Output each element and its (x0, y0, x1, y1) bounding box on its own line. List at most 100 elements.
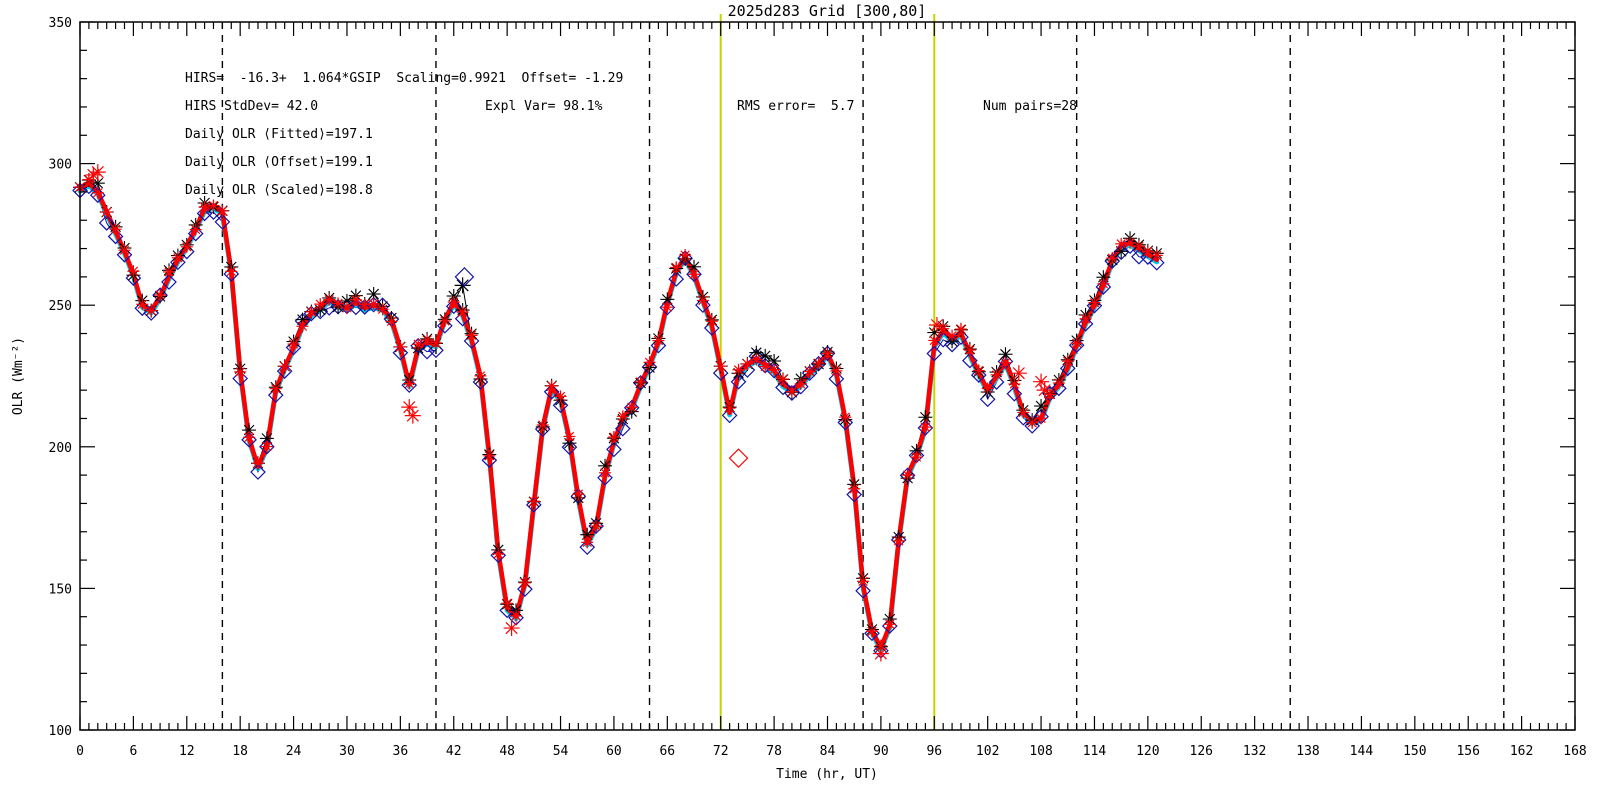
gsip-diamond-marker (828, 371, 845, 387)
gsip-diamond-marker (962, 352, 978, 369)
gsip-diamond-marker (917, 420, 934, 436)
fitted-asterisk-marker (127, 265, 140, 278)
fitted-asterisk-marker (536, 419, 549, 432)
fitted-asterisk-marker (901, 469, 914, 482)
data-series-lines (77, 179, 1160, 653)
fitted-asterisk-marker (616, 410, 629, 423)
gsip-diamond-marker (1006, 385, 1023, 402)
gsip-diamond-marker (739, 362, 756, 378)
gsip-diamond-marker (445, 298, 462, 315)
gsip-diamond-marker (98, 215, 115, 231)
gsip-diamond-marker (766, 362, 782, 379)
hirs-asterisk-marker (1034, 399, 1049, 414)
fitted-asterisk-marker (839, 411, 852, 424)
fitted-asterisk-marker (714, 360, 727, 373)
annotation-rms-error: RMS error= 5.7 (737, 99, 854, 114)
fitted-asterisk-marker (340, 301, 353, 314)
fitted-asterisk-marker (527, 495, 540, 508)
fitted-asterisk-marker (136, 298, 149, 311)
hirs-observed-line (79, 179, 1158, 648)
gsip-diamond-marker (926, 345, 943, 362)
gsip-diamond-marker (1051, 380, 1067, 397)
fitted-asterisk-marker (883, 618, 896, 631)
fitted-asterisk-marker (349, 293, 362, 306)
fitted-asterisk-marker (688, 268, 701, 281)
gsip-diamond-marker (267, 387, 284, 403)
x-tick-label: 84 (820, 744, 836, 759)
gsip-diamond-marker (259, 438, 275, 455)
fitted-asterisk-marker (198, 200, 211, 213)
gsip-diamond-marker (703, 320, 720, 336)
gsip-diamond-marker (419, 343, 435, 360)
fitted-asterisk-marker (670, 261, 683, 274)
gsip-diamond-marker (472, 374, 489, 390)
fitted-asterisk-marker (634, 375, 647, 388)
x-tick-label: 114 (1083, 744, 1107, 759)
fitted-asterisk-marker (1026, 416, 1039, 429)
x-tick-label: 0 (76, 744, 84, 759)
fitted-asterisk-marker (296, 320, 309, 333)
x-tick-label: 126 (1190, 744, 1213, 759)
annotation-daily-olr-scaled: Daily OLR ⟨Scaled⟩=198.8 (185, 183, 373, 198)
stats-annotations: HIRS= -16.3+ 1.064*GSIP Scaling=0.9921 O… (185, 71, 1077, 198)
x-tick-label: 24 (286, 744, 302, 759)
fitted-asterisk-marker (447, 296, 460, 309)
fitted-asterisk-marker (705, 315, 718, 328)
fitted-asterisk-marker (367, 297, 380, 310)
gsip-diamond-marker (276, 363, 293, 379)
fitted-asterisk-marker (599, 466, 612, 479)
gsip-diamond-marker (285, 339, 302, 356)
fitted-asterisk-marker (510, 609, 523, 622)
y-tick-label: 300 (49, 158, 72, 173)
fitted-asterisk-marker (1017, 406, 1030, 419)
fitted-asterisk-marker (483, 449, 496, 462)
fitted-asterisk-marker (732, 363, 745, 376)
fitted-asterisk-marker (1079, 312, 1092, 325)
gsip-diamond-marker (855, 582, 871, 599)
x-tick-label: 168 (1563, 744, 1586, 759)
fitted-asterisk-marker (946, 329, 959, 342)
annotation-daily-olr-offset: Daily OLR ⟨Offset⟩=199.1 (185, 155, 373, 170)
gsip-diamond-marker (614, 420, 631, 437)
y-tick-label: 250 (49, 299, 72, 314)
gsip-diamond-marker (1104, 253, 1121, 269)
fitted-asterisk-marker (216, 204, 229, 217)
fitted-asterisk-marker (1008, 378, 1021, 391)
fitted-asterisk-marker (1124, 236, 1137, 249)
fitted-asterisk-marker (794, 377, 807, 390)
fitted-asterisk-marker (696, 294, 709, 307)
gsip-diamond-marker (107, 228, 124, 245)
fitted-asterisk-marker (154, 288, 167, 301)
gsip-diamond-marker (988, 374, 1005, 390)
fitted-asterisk-marker (474, 369, 487, 382)
fitted-asterisk-marker (243, 431, 256, 444)
x-tick-label: 150 (1403, 744, 1426, 759)
outlier-asterisk-marker (404, 407, 421, 424)
gsip-diamond-marker (490, 547, 507, 564)
gsip-diamond-marker (214, 214, 231, 230)
fitted-asterisk-marker (287, 338, 300, 351)
gsip-diamond-marker (668, 271, 685, 287)
gsip-diamond-marker (730, 373, 747, 390)
fitted-asterisk-marker (260, 440, 273, 453)
gsip-diamond-marker (525, 496, 542, 513)
fitted-asterisk-marker (1132, 240, 1145, 253)
hirs-asterisk-marker (660, 292, 675, 307)
x-tick-label: 12 (179, 744, 195, 759)
fitted-asterisk-marker (162, 265, 175, 278)
outlier-diamond-marker (454, 267, 475, 287)
fitted-asterisk-marker (830, 364, 843, 377)
fitted-asterisk-marker (278, 360, 291, 373)
fitted-asterisk-marker (812, 357, 825, 370)
gsip-diamond-marker (205, 204, 222, 220)
fitted-asterisk-marker (563, 430, 576, 443)
outlier-asterisk-marker (503, 620, 520, 637)
gsip-diamond-marker (161, 274, 177, 290)
x-tick-label: 60 (606, 744, 622, 759)
y-tick-label: 100 (49, 724, 72, 739)
gsip-diamond-marker (1086, 297, 1103, 314)
fitted-asterisk-marker (1097, 277, 1110, 290)
gsip-diamond-marker (695, 297, 711, 313)
gsip-diamond-marker (819, 345, 836, 362)
